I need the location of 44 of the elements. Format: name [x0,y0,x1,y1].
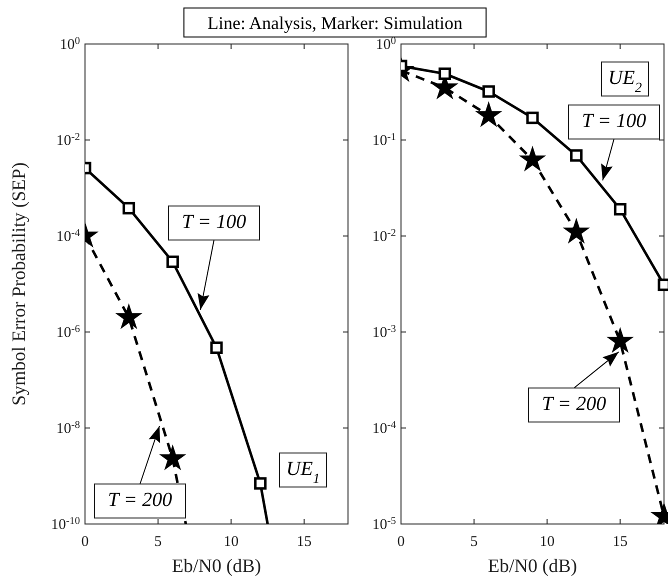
y-tick-label: 10$^{-2}$ [56,132,80,149]
point [482,85,495,98]
x-tick-label: 15 [612,534,628,550]
y-tick-label: 10$^{-6}$ [56,324,80,341]
y-tick-label: 10$^{0}$ [60,36,80,53]
x-tick-label: 5 [470,534,478,550]
annotation: UE$_{2}$ [608,67,642,96]
y-tick-label: 10$^{-5}$ [372,516,396,533]
x-tick-label: 5 [154,534,162,550]
x-axis-title: Eb/N0 (dB) [172,556,262,577]
point [210,341,223,354]
point [115,303,142,330]
x-tick-label: 0 [397,534,405,550]
annotation: T = 100 [182,211,246,233]
point [526,112,539,124]
y-tick-label: 10$^{-2}$ [372,228,396,245]
point [122,202,136,214]
annotation: UE$_{1}$ [286,458,320,486]
chart-title: Line: Analysis, Marker: Simulation [208,13,462,33]
y-axis-title: Symbol Error Probability (SEP) [9,162,30,406]
x-tick-label: 0 [81,534,89,550]
y-tick-label: 10$^{-8}$ [56,420,80,437]
point [159,444,186,470]
x-tick-label: 10 [540,534,555,550]
x-tick-label: 10 [224,534,239,550]
point [570,149,583,162]
point [562,218,590,244]
point [518,146,546,172]
point [614,202,626,216]
annotation: T = 100 [582,110,646,132]
y-tick-label: 10$^{-4}$ [56,228,81,245]
point [606,326,634,353]
x-tick-label: 15 [296,534,312,550]
point [438,67,452,80]
x-axis-title: Eb/N0 (dB) [488,556,578,577]
y-tick-label: 10$^{-4}$ [372,420,397,437]
y-tick-label: 10$^{-3}$ [372,324,396,341]
point [166,256,179,268]
point [254,477,267,490]
y-tick-label: 10$^{-1}$ [372,132,396,149]
annotation: T = 200 [542,393,606,415]
annotation: T = 200 [108,489,172,511]
y-tick-label: 10$^{-10}$ [51,516,80,533]
point [475,101,502,128]
